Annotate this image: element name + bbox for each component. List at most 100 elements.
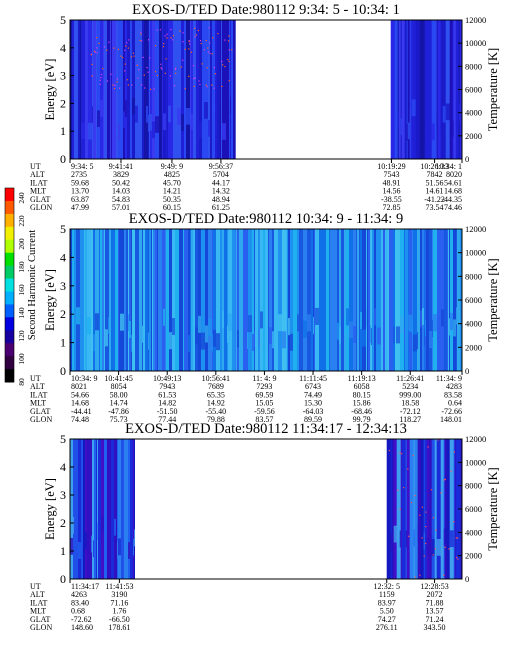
heatmap-band xyxy=(268,323,270,341)
table-cell: -64.03 xyxy=(303,407,324,416)
heatmap-band xyxy=(78,542,82,559)
heatmap-speckle xyxy=(403,487,405,489)
heatmap-strip xyxy=(426,229,430,371)
heatmap-speckle xyxy=(192,65,195,67)
y2-tick-label: 0 xyxy=(465,366,469,376)
heatmap-speckle xyxy=(434,548,436,550)
colorbar-cell xyxy=(5,252,14,267)
table-cell: 2072 xyxy=(427,590,443,599)
heatmap-strip xyxy=(72,229,75,371)
panel-3: EXOS-D/TED Date:980112 11:34:17 - 12:34:… xyxy=(30,421,500,632)
heatmap-strip xyxy=(111,229,116,371)
heatmap-strip xyxy=(92,20,94,159)
heatmap-speckle xyxy=(153,88,155,90)
heatmap-speckle xyxy=(228,80,230,82)
y-axis-label: Energy [eV] xyxy=(43,478,57,540)
heatmap-strip xyxy=(410,20,412,159)
heatmap-strip xyxy=(332,229,334,371)
heatmap-speckle xyxy=(122,56,124,59)
heatmap-speckle xyxy=(412,454,414,457)
heatmap-strip xyxy=(436,20,438,159)
y-tick-label: 3 xyxy=(60,69,66,83)
heatmap-band xyxy=(212,100,216,118)
heatmap-speckle xyxy=(132,52,134,54)
heatmap-speckle xyxy=(228,35,230,37)
heatmap-strip xyxy=(313,229,315,371)
heatmap-speckle xyxy=(159,29,161,31)
time-label: 11:34: 9 xyxy=(436,374,462,383)
heatmap-speckle xyxy=(397,489,399,491)
heatmap-strip xyxy=(274,229,279,371)
heatmap-strip xyxy=(70,20,72,159)
heatmap-band xyxy=(81,542,84,560)
heatmap-band xyxy=(190,109,192,127)
heatmap-strip xyxy=(105,229,109,371)
table-cell: 6743 xyxy=(305,382,321,391)
heatmap-strip xyxy=(411,20,416,159)
time-label: 11:41:53 xyxy=(105,582,133,591)
table-cell: 71.16 xyxy=(110,598,128,607)
heatmap-strip xyxy=(269,229,273,371)
heatmap-band xyxy=(407,122,410,140)
heatmap-strip xyxy=(453,229,457,371)
heatmap-strip xyxy=(449,229,451,371)
heatmap-strip xyxy=(173,20,178,159)
y2-axis-label: Temperature [K] xyxy=(486,467,500,550)
y-tick-label: 0 xyxy=(60,152,66,166)
heatmap-strip xyxy=(110,20,112,159)
heatmap-strip xyxy=(393,439,397,579)
table-cell: 0.68 xyxy=(71,607,85,616)
heatmap-band xyxy=(153,313,156,331)
heatmap-strip xyxy=(406,20,408,159)
heatmap-speckle xyxy=(200,43,202,45)
heatmap-strip xyxy=(108,229,110,371)
heatmap-strip xyxy=(177,20,182,159)
heatmap-band xyxy=(399,530,401,548)
colorbar-label: Second Harmonic Current xyxy=(27,230,38,340)
time-label: 9:56:37 xyxy=(209,162,233,171)
heatmap-strip xyxy=(181,20,185,159)
heatmap-strip xyxy=(408,229,410,371)
heatmap-strip xyxy=(236,229,238,371)
heatmap-strip xyxy=(368,229,371,371)
heatmap-speckle xyxy=(137,77,139,79)
heatmap-band xyxy=(198,315,202,333)
y-tick-label: 1 xyxy=(60,544,66,558)
heatmap-band xyxy=(191,113,194,131)
heatmap-speckle xyxy=(432,554,434,556)
heatmap-band xyxy=(449,530,454,548)
heatmap-speckle xyxy=(414,576,416,578)
heatmap-speckle xyxy=(156,29,158,31)
heatmap-speckle xyxy=(410,501,413,504)
heatmap-strip xyxy=(172,229,176,371)
time-label: 10:56:41 xyxy=(202,374,230,383)
table-cell: 61.25 xyxy=(212,203,230,212)
heatmap-strip xyxy=(440,20,443,159)
heatmap-strip xyxy=(265,229,269,371)
heatmap-strip xyxy=(232,229,236,371)
table-row-label: ALT xyxy=(30,170,45,179)
heatmap-band xyxy=(360,312,363,329)
heatmap-speckle xyxy=(133,55,135,57)
heatmap-band xyxy=(290,333,294,351)
y-tick-label: 0 xyxy=(60,364,66,378)
heatmap-speckle xyxy=(188,75,190,77)
heatmap-speckle xyxy=(448,548,450,550)
heatmap-strip xyxy=(116,439,118,579)
y2-tick-label: 6000 xyxy=(465,85,482,95)
heatmap-band xyxy=(374,308,377,326)
heatmap-strip xyxy=(83,439,86,579)
heatmap-strip xyxy=(357,229,360,371)
heatmap-speckle xyxy=(435,529,437,531)
heatmap-strip xyxy=(381,229,384,371)
heatmap-speckle xyxy=(231,49,233,51)
heatmap-speckle xyxy=(160,67,162,69)
table-cell: 65.35 xyxy=(207,390,225,399)
heatmap-speckle xyxy=(188,41,190,43)
heatmap-strip xyxy=(166,229,170,371)
heatmap-strip xyxy=(91,439,93,579)
heatmap-strip xyxy=(169,229,173,371)
heatmap-strip xyxy=(431,439,435,579)
table-cell: 148.60 xyxy=(71,623,93,632)
